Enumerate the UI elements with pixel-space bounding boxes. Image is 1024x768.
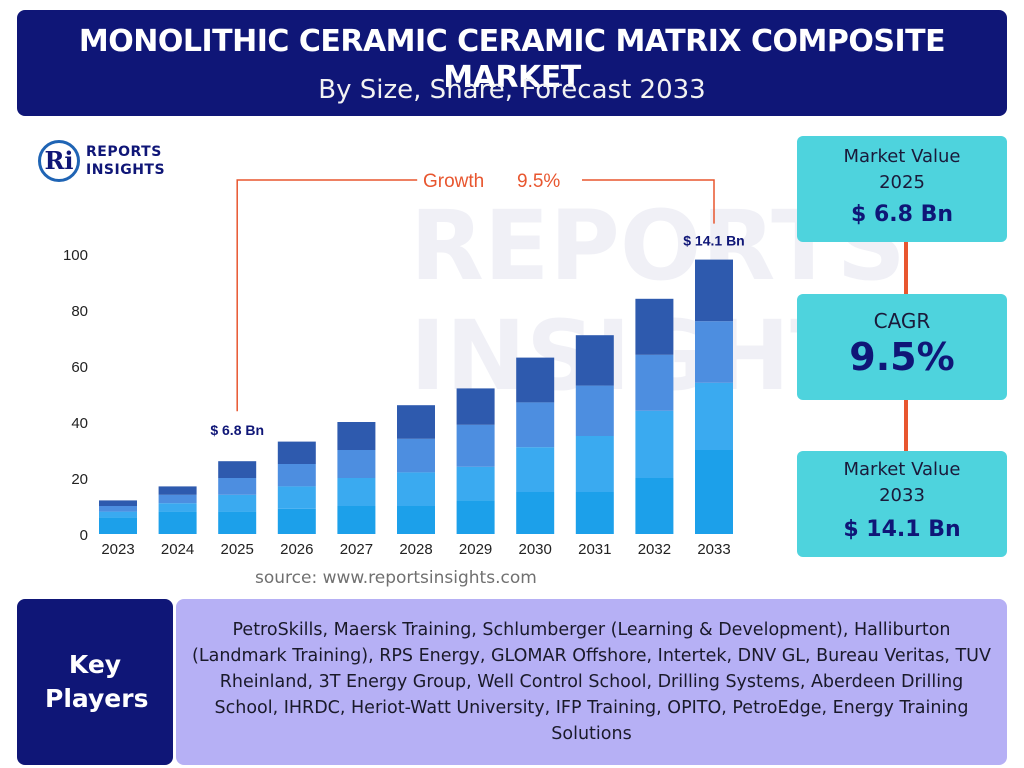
bar-segment bbox=[158, 503, 197, 512]
bar-segment bbox=[277, 464, 316, 487]
market-value-2033-label: Market Value 2033 bbox=[843, 459, 961, 506]
market-value-2025-label: Market Value 2025 bbox=[843, 146, 961, 193]
connector-line-bottom bbox=[904, 400, 908, 451]
cagr-label: CAGR bbox=[873, 309, 931, 333]
market-value-2025-value: $ 6.8 Bn bbox=[850, 202, 954, 227]
growth-label: Growth bbox=[423, 171, 484, 192]
x-tick-label: 2033 bbox=[697, 541, 730, 558]
market-value-2025-card: Market Value 2025 $ 6.8 Bn bbox=[797, 136, 1007, 242]
brand-logo: Ri REPORTS INSIGHTS bbox=[38, 138, 188, 188]
x-tick-label: 2024 bbox=[161, 541, 194, 558]
bar-segment bbox=[635, 298, 674, 355]
logo-word-insights: INSIGHTS bbox=[86, 162, 166, 178]
data-label: $ 14.1 Bn bbox=[683, 233, 744, 249]
bar-segment bbox=[337, 450, 376, 478]
bar-segment bbox=[158, 511, 197, 534]
bar-segment bbox=[575, 436, 614, 492]
bar-segment bbox=[158, 486, 197, 495]
bar-segment bbox=[456, 388, 495, 425]
bar-segment bbox=[397, 506, 435, 534]
bar-segment bbox=[99, 506, 137, 512]
bar-segment bbox=[516, 402, 555, 448]
y-tick-label: 80 bbox=[71, 303, 88, 320]
x-tick-label: 2029 bbox=[459, 541, 492, 558]
bar-segment bbox=[99, 517, 137, 534]
growth-value: 9.5% bbox=[517, 171, 560, 192]
y-tick-label: 0 bbox=[80, 527, 88, 544]
bar-segment bbox=[516, 492, 555, 534]
market-value-2033-value: $ 14.1 Bn bbox=[843, 517, 961, 542]
bar-segment bbox=[277, 441, 316, 464]
y-tick-label: 40 bbox=[71, 415, 88, 432]
bar-segment bbox=[337, 506, 376, 534]
bar-segment bbox=[277, 508, 316, 534]
bar-chart: 0 20 40 60 80 100 2023 2024 2025 2026 2027 2028 2029… bbox=[63, 171, 745, 558]
market-value-2033-card: Market Value 2033 $ 14.1 Bn bbox=[797, 451, 1007, 557]
bar-segment bbox=[516, 447, 555, 492]
page-title: MONOLITHIC CERAMIC CERAMIC MATRIX COMPOS… bbox=[78, 24, 946, 95]
bar-segment bbox=[456, 500, 495, 534]
x-tick-label: 2032 bbox=[638, 541, 671, 558]
bar-segment bbox=[337, 478, 376, 506]
page-subtitle: By Size, Share, Forecast 2033 bbox=[318, 75, 706, 105]
key-players-label: Key Players bbox=[17, 599, 173, 765]
cagr-value: 9.5% bbox=[849, 335, 955, 379]
bar-segment bbox=[575, 335, 614, 386]
bar-segment bbox=[397, 405, 435, 439]
bar-segment bbox=[218, 478, 257, 495]
growth-bracket-right bbox=[582, 179, 715, 224]
y-tick-label: 100 bbox=[63, 247, 88, 264]
bar-segment bbox=[99, 511, 137, 518]
key-players-list: PetroSkills, Maersk Training, Schlumberg… bbox=[176, 599, 1007, 765]
data-label: $ 6.8 Bn bbox=[210, 422, 264, 438]
bar-segment bbox=[635, 354, 674, 411]
bar-segment bbox=[695, 450, 733, 534]
bar-segment bbox=[277, 486, 316, 509]
bar-segment bbox=[635, 478, 674, 534]
bar-segment bbox=[695, 321, 733, 383]
bar-segment bbox=[635, 410, 674, 478]
bar-segment bbox=[218, 461, 257, 478]
bar-segment bbox=[397, 438, 435, 473]
bar-segment bbox=[695, 382, 733, 450]
logo-mark-icon: Ri bbox=[38, 140, 80, 182]
bar-segment bbox=[695, 259, 733, 322]
connector-line-top bbox=[904, 242, 908, 294]
bar-segment bbox=[575, 492, 614, 534]
x-tick-label: 2028 bbox=[399, 541, 432, 558]
y-tick-label: 20 bbox=[71, 471, 88, 488]
x-tick-label: 2031 bbox=[578, 541, 611, 558]
x-tick-label: 2023 bbox=[101, 541, 134, 558]
bar-segment bbox=[218, 494, 257, 512]
bar-segment bbox=[158, 494, 197, 504]
bar-segment bbox=[337, 422, 376, 450]
bar-segment bbox=[99, 500, 137, 506]
bar-segment bbox=[516, 357, 555, 403]
bar-segment bbox=[456, 424, 495, 467]
logo-word-reports: REPORTS bbox=[86, 144, 162, 160]
y-tick-label: 60 bbox=[71, 359, 88, 376]
x-tick-label: 2026 bbox=[280, 541, 313, 558]
cagr-card: CAGR 9.5% bbox=[797, 294, 1007, 400]
growth-bracket-left bbox=[236, 179, 418, 412]
bar-segment bbox=[397, 472, 435, 506]
title-banner: MONOLITHIC CERAMIC CERAMIC MATRIX COMPOS… bbox=[17, 10, 1007, 116]
x-tick-label: 2030 bbox=[519, 541, 552, 558]
bar-segment bbox=[218, 511, 257, 534]
x-tick-label: 2025 bbox=[221, 541, 254, 558]
x-tick-label: 2027 bbox=[340, 541, 373, 558]
bar-segment bbox=[456, 466, 495, 501]
bar-segment bbox=[575, 385, 614, 436]
source-note: source: www.reportsinsights.com bbox=[255, 568, 537, 588]
